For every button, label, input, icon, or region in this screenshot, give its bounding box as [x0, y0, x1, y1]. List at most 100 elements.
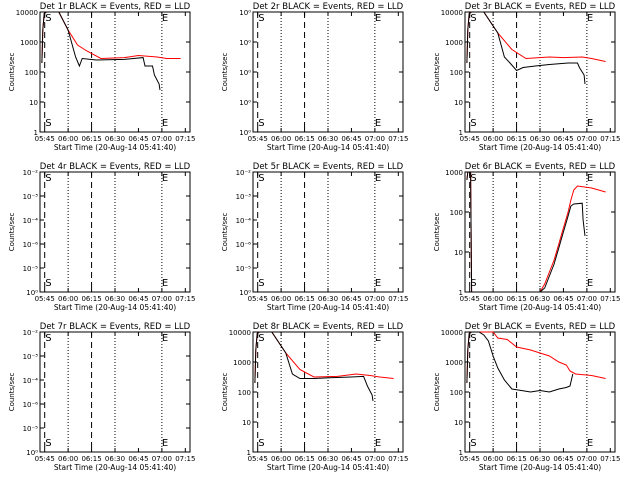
- y-axis-label: Counts/sec: [433, 53, 441, 92]
- x-tick-label: 07:15: [175, 135, 195, 143]
- y-tick-label: 1: [459, 289, 463, 297]
- y-tick-label: 10⁰: [239, 69, 251, 77]
- x-tick-label: 07:15: [388, 135, 408, 143]
- x-tick-label: 06:30: [530, 135, 550, 143]
- end-marker-top: E: [375, 13, 381, 24]
- y-tick-label: 10⁻⁵: [23, 265, 39, 273]
- x-tick-label: 06:00: [483, 455, 503, 463]
- end-marker: E: [162, 118, 168, 129]
- y-tick-label: 10000: [229, 329, 251, 337]
- start-marker-top: S: [470, 13, 476, 24]
- x-tick-label: 06:15: [294, 135, 314, 143]
- panel-title: Det 7r BLACK = Events, RED = LLD: [40, 322, 191, 332]
- start-marker: S: [45, 118, 51, 129]
- x-tick-label: 05:45: [460, 455, 480, 463]
- start-marker-top: S: [470, 333, 476, 344]
- x-tick-label: 06:15: [294, 295, 314, 303]
- start-marker: S: [258, 278, 264, 289]
- end-marker: E: [375, 438, 381, 449]
- x-tick-label: 07:15: [175, 295, 195, 303]
- x-axis-label: Start Time (20-Aug-14 05:41:40): [479, 143, 601, 152]
- start-marker-top: S: [258, 13, 264, 24]
- y-tick-label: 10⁻²: [23, 169, 39, 177]
- x-tick-label: 06:30: [105, 455, 125, 463]
- x-tick-label: 05:45: [248, 295, 268, 303]
- x-tick-label: 07:00: [152, 295, 172, 303]
- x-tick-label: 05:45: [460, 295, 480, 303]
- y-tick-label: 10: [454, 419, 463, 427]
- x-tick-label: 06:30: [318, 455, 338, 463]
- x-tick-label: 06:15: [506, 135, 526, 143]
- x-tick-label: 06:15: [81, 455, 101, 463]
- panel-title: Det 9r BLACK = Events, RED = LLD: [465, 322, 616, 332]
- x-tick-label: 07:15: [388, 295, 408, 303]
- start-marker-top: S: [470, 173, 476, 184]
- y-axis-label: Counts/sec: [8, 373, 16, 412]
- lld-series-line: [466, 11, 606, 64]
- y-tick-label: 10⁰: [26, 289, 38, 297]
- x-tick-label: 06:00: [271, 135, 291, 143]
- end-marker: E: [587, 438, 593, 449]
- y-tick-label: 10⁰: [239, 9, 251, 17]
- panel-title: Det 3r BLACK = Events, RED = LLD: [465, 2, 616, 12]
- x-axis-label: Start Time (20-Aug-14 05:41:40): [479, 303, 601, 312]
- x-tick-label: 07:00: [365, 455, 385, 463]
- start-marker: S: [45, 278, 51, 289]
- x-axis-label: Start Time (20-Aug-14 05:41:40): [54, 303, 176, 312]
- x-tick-label: 06:45: [553, 135, 573, 143]
- y-tick-label: 10000: [16, 9, 38, 17]
- y-tick-label: 10: [242, 419, 251, 427]
- y-tick-label: 10⁰: [239, 99, 251, 107]
- y-tick-label: 10: [29, 99, 38, 107]
- y-axis-label: Counts/sec: [221, 373, 229, 412]
- x-axis-label: Start Time (20-Aug-14 05:41:40): [267, 303, 389, 312]
- x-tick-label: 05:45: [248, 455, 268, 463]
- y-axis-label: Counts/sec: [433, 213, 441, 252]
- start-marker: S: [258, 118, 264, 129]
- x-tick-label: 06:45: [553, 295, 573, 303]
- events-series-line: [254, 331, 374, 402]
- y-tick-label: 10⁻²: [236, 169, 252, 177]
- x-tick-label: 06:15: [506, 295, 526, 303]
- y-tick-label: 10⁻⁵: [236, 265, 252, 273]
- y-tick-label: 10⁰: [239, 129, 251, 137]
- x-tick-label: 06:45: [128, 295, 148, 303]
- y-axis-label: Counts/sec: [221, 53, 229, 92]
- end-marker-top: E: [162, 333, 168, 344]
- x-tick-label: 06:30: [530, 455, 550, 463]
- y-tick-label: 1: [34, 129, 38, 137]
- x-tick-label: 07:00: [152, 135, 172, 143]
- x-tick-label: 06:15: [294, 455, 314, 463]
- x-tick-label: 07:00: [577, 135, 597, 143]
- panel-title: Det 2r BLACK = Events, RED = LLD: [253, 2, 404, 12]
- end-marker: E: [375, 278, 381, 289]
- start-marker-top: S: [258, 173, 264, 184]
- lld-series-line: [254, 331, 394, 384]
- y-axis-label: Counts/sec: [8, 213, 16, 252]
- end-marker-top: E: [375, 333, 381, 344]
- start-marker-top: S: [45, 13, 51, 24]
- x-tick-label: 06:00: [58, 135, 78, 143]
- panel-title: Det 4r BLACK = Events, RED = LLD: [40, 162, 191, 172]
- y-tick-label: 10000: [441, 9, 463, 17]
- x-tick-label: 06:30: [318, 295, 338, 303]
- y-tick-label: 10: [454, 249, 463, 257]
- events-series-line: [466, 331, 574, 393]
- x-tick-label: 05:45: [460, 135, 480, 143]
- start-marker: S: [470, 118, 476, 129]
- y-tick-label: 10⁻²: [23, 329, 39, 337]
- end-marker-top: E: [162, 13, 168, 24]
- y-tick-label: 1: [459, 449, 463, 457]
- y-axis-label: Counts/sec: [221, 213, 229, 252]
- end-marker: E: [587, 278, 593, 289]
- y-tick-label: 1000: [445, 359, 463, 367]
- x-tick-label: 06:00: [58, 295, 78, 303]
- y-tick-label: 1000: [445, 169, 463, 177]
